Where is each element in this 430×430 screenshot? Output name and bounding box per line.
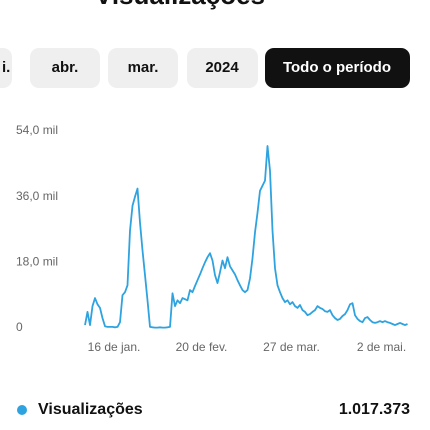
y-tick-label: 54,0 mil: [16, 123, 58, 137]
tab[interactable]: 2024: [205, 59, 239, 76]
x-tick-label: 27 de mar.: [263, 340, 320, 354]
tab-bg[interactable]: [187, 48, 258, 88]
tab[interactable]: abr.: [52, 59, 79, 76]
x-tick-label: 20 de fev.: [176, 340, 228, 354]
tab-bg[interactable]: [0, 48, 12, 88]
page-title: Visualizações: [95, 0, 265, 10]
tab-bg[interactable]: [108, 48, 178, 88]
x-tick-label: 16 de jan.: [88, 340, 141, 354]
line: [84, 145, 408, 329]
tab[interactable]: Todo o período: [283, 59, 391, 76]
legend-label: Visualizações: [38, 401, 143, 418]
tab-bg[interactable]: [30, 48, 100, 88]
legend-dot: [17, 405, 27, 415]
y-tick-label: 18,0 mil: [16, 255, 58, 269]
tab[interactable]: mar.: [128, 59, 159, 76]
total: 1.017.373: [339, 401, 410, 418]
y-tick-label: 0: [16, 320, 23, 334]
y-tick-label: 36,0 mil: [16, 189, 58, 203]
tab-bg-selected[interactable]: [265, 48, 410, 88]
x-tick-label: 2 de mai.: [357, 340, 406, 354]
tab[interactable]: i.: [2, 59, 10, 76]
